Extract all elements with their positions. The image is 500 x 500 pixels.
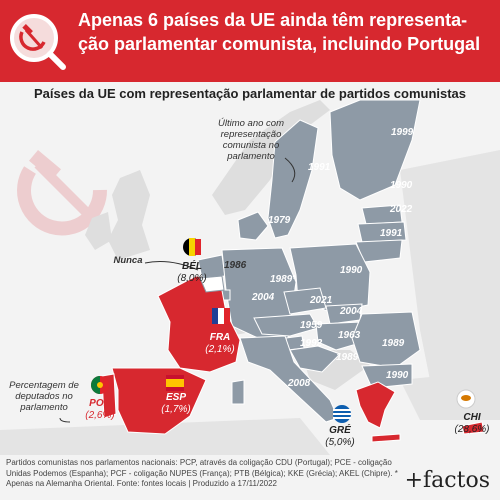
belgium-flag [183,238,201,256]
europe-map [0,100,500,455]
year-denmark: 1979 [268,215,291,226]
hammer-sickle-magnifier-icon [10,14,66,70]
value-belgium: (8,0%) [177,273,207,284]
map-subtitle: Países da UE com representação parlament… [33,86,467,101]
spain-flag [166,375,184,391]
austria-shape [253,313,319,337]
footer-notes: Partidos comunistas nos parlamentos naci… [6,458,398,488]
cyprus-flag [456,389,476,409]
year-germany: 1989* [270,274,297,285]
year-italy: 2008 [288,378,311,389]
uk-land [108,170,150,260]
africa-land [0,418,330,455]
label-portugal: POR (2,6%) [80,398,120,422]
percent-arrow [59,417,71,423]
latvia-shape [357,221,407,243]
ireland-land [85,212,112,250]
year-slovakia: 2004 [340,306,363,317]
value-portugal: (2,6%) [85,410,115,421]
finland-shape [329,100,421,201]
faded-hammer-sickle-icon [17,149,108,236]
year-luxembourg: 2004 [252,292,275,303]
crete-shape [371,433,401,443]
bulgaria-shape [361,363,413,389]
year-sweden: 1991 [308,162,331,173]
france-flag [212,308,230,324]
year-poland: 1990 [340,265,363,276]
italy-shape [239,335,339,423]
east-land [400,150,500,400]
year-croatia: 1992 [300,338,323,349]
legend-arrow [284,157,296,183]
value-france: (2,1%) [205,344,235,355]
code-belgium: BÉL [182,261,202,272]
year-romania: 1989 [336,352,359,363]
denmark-shape [237,211,269,241]
value-spain: (1,7%) [161,404,191,415]
nunca-label: Nunca [113,255,143,266]
sweden-shape [267,119,319,239]
portugal-flag [91,376,109,394]
value-cyprus: (28,6%) [454,424,490,435]
greece-shape [355,381,396,429]
sardinia-shape [231,379,245,405]
brand-logo: +factos [404,468,490,493]
croatia-shape [289,345,341,373]
year-estonia: 1990 [390,180,413,191]
year-hungary: 1989 [382,338,405,349]
year-slovenia: 1963 [338,330,361,341]
code-cyprus: CHI [463,412,481,423]
code-france: FRA [209,332,231,343]
belgium-shape [199,275,225,293]
label-greece: GRÉ (5,0%) [318,425,362,449]
percent-note: Percentagem de deputados no parlamento [9,380,79,413]
code-portugal: POR [89,398,111,409]
greece-flag [333,405,351,423]
label-cyprus: CHI (28,6%) [450,412,494,436]
year-netherlands: 1986 [224,260,247,271]
year-latvia: 2022 [390,204,413,215]
label-france: FRA (2,1%) [198,332,242,356]
label-spain: ESP (1,7%) [154,392,198,416]
cyprus-shape [461,421,485,435]
year-finland: 1999 [391,127,414,138]
code-spain: ESP [165,392,186,403]
turkey-land [400,370,500,420]
code-greece: GRÉ [329,425,351,436]
year-bulgaria: 1990 [386,370,409,381]
nunca-arrow [144,261,199,271]
label-belgium: BÉL (8,0%) [170,261,214,285]
value-greece: (5,0%) [325,437,355,448]
header-banner [0,0,500,82]
legend-note: Último ano com representação comunista n… [218,118,284,162]
page-title: Apenas 6 países da UE ainda têm represen… [78,10,481,54]
year-czechia: 2021 [310,295,333,306]
year-lithuania: 1991 [380,228,403,239]
year-austria: 1959 [300,320,323,331]
